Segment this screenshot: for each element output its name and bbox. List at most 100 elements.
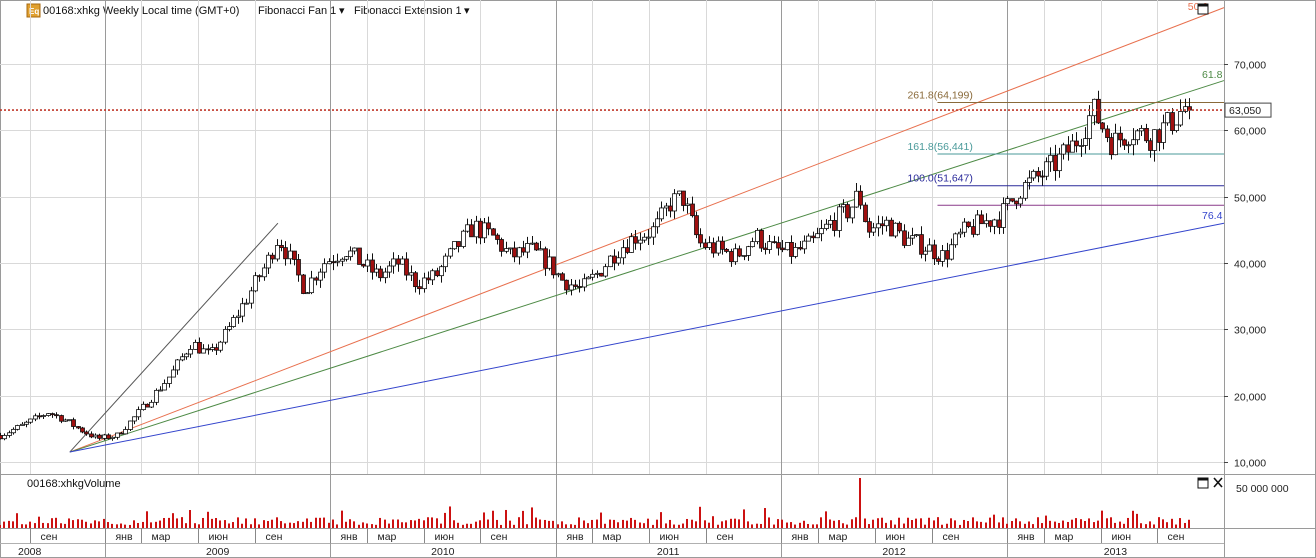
volume-bar (392, 519, 394, 528)
candle-up (603, 266, 608, 277)
candle-down (521, 247, 526, 253)
volume-panel-close-icon[interactable] (1213, 477, 1223, 488)
volume-bar (911, 520, 913, 528)
volume-bar (328, 522, 330, 528)
indicator-fib-ext-label[interactable]: Fibonacci Extension 1 (354, 5, 462, 17)
volume-bar (1101, 510, 1103, 528)
volume-bar (959, 524, 961, 528)
volume-bar (583, 520, 585, 528)
candle-up (975, 214, 980, 235)
volume-bar (1015, 518, 1017, 528)
volume-bar (16, 513, 18, 528)
candle-up (63, 419, 68, 422)
volume-bar (743, 509, 745, 528)
indicator-fib-fan-dropdown-icon[interactable]: ▾ (339, 5, 345, 17)
candle-down (495, 234, 500, 240)
fibonacci-drawings[interactable]: 50.061.876.4261.8(64,199)161.8(56,441)10… (69, 1, 1225, 453)
volume-bar (561, 521, 563, 528)
candle-down (902, 230, 907, 246)
y-tick-label: 70,000 (1234, 60, 1266, 72)
indicator-fib-ext-dropdown-icon[interactable]: ▾ (464, 5, 470, 17)
candle-down (668, 205, 673, 212)
price-panel-maximize-button[interactable] (1197, 3, 1209, 15)
volume-bar (159, 520, 161, 528)
candle-down (1074, 140, 1079, 147)
volume-bar (1058, 522, 1060, 528)
volume-bar (241, 523, 243, 528)
volume-bar (34, 523, 36, 528)
volume-panel-maximize-button[interactable] (1197, 477, 1209, 489)
candle-down (491, 228, 496, 236)
volume-bar (371, 524, 373, 528)
candle-up (123, 429, 128, 435)
volume-bar (781, 519, 783, 528)
indicator-fib-fan-label[interactable]: Fibonacci Fan 1 (258, 5, 336, 17)
candle-down (971, 226, 976, 235)
candle-up (547, 256, 552, 269)
volume-bar (535, 517, 537, 528)
candle-up (1161, 122, 1166, 143)
candle-up (28, 418, 33, 423)
fib-fan-level-label: 76.4 (1202, 210, 1223, 222)
volume-bar (539, 519, 541, 528)
candle-down (413, 272, 418, 288)
candle-down (698, 234, 703, 244)
volume-bar (600, 512, 602, 528)
volume-bar (859, 478, 861, 528)
candle-down (1010, 198, 1015, 202)
candle-up (244, 302, 249, 305)
candle-down (889, 219, 894, 237)
candle-down (478, 220, 483, 239)
volume-bar (462, 524, 464, 528)
volume-bar (699, 506, 701, 528)
volume-bar (124, 524, 126, 528)
candle-up (128, 420, 133, 430)
candle-up (193, 342, 198, 350)
candle-up (595, 272, 600, 275)
candle-up (227, 326, 232, 330)
volume-bar (500, 524, 502, 528)
volume-bar (1119, 521, 1121, 528)
volume-bar (405, 522, 407, 528)
volume-bar (1071, 519, 1073, 528)
candle-down (404, 258, 409, 276)
candle-down (776, 242, 781, 249)
fib-fan-base-line (69, 222, 279, 453)
fib-fan-line (69, 80, 1225, 453)
volume-bar (1171, 518, 1173, 528)
y-tick-label: 10,000 (1234, 458, 1266, 470)
volume-bar (829, 519, 831, 528)
volume-bar (85, 521, 87, 528)
price-axis[interactable]: 10,000 20,000 30,000 40,000 50,000 60,000 70,0… (1224, 60, 1266, 470)
fib-ext-level-label: 261.8(64,199) (907, 89, 972, 101)
volume-bar (565, 524, 567, 528)
volume-bar (68, 518, 70, 528)
volume-bar (1123, 523, 1125, 528)
candle-down (59, 415, 64, 422)
candle-down (270, 254, 275, 260)
volume-bar (634, 519, 636, 528)
candle-up (854, 190, 859, 208)
x-month-label: сен (266, 531, 283, 543)
volume-bar (1136, 513, 1138, 528)
volume-bar (652, 524, 654, 528)
x-month-label: июн (435, 531, 455, 543)
volume-bar (155, 521, 157, 528)
volume-bar (137, 522, 139, 528)
candle-up (387, 265, 392, 273)
candle-up (914, 234, 919, 237)
volume-bar (738, 519, 740, 528)
date-axis[interactable]: сен янв мар июн сен янв мар июн сен янв мар июн сен я… (18, 528, 1185, 558)
volume-bar (807, 523, 809, 528)
candle-down (633, 236, 638, 244)
candle-up (910, 235, 915, 239)
candle-down (577, 286, 582, 288)
volume-bar (820, 517, 822, 528)
candle-up (439, 266, 444, 277)
volume-bar (77, 519, 79, 528)
volume-bar (332, 519, 334, 528)
volume-bar (673, 524, 675, 528)
last-price-marker: 63,050 (0, 102, 1272, 118)
candle-down (936, 258, 941, 262)
